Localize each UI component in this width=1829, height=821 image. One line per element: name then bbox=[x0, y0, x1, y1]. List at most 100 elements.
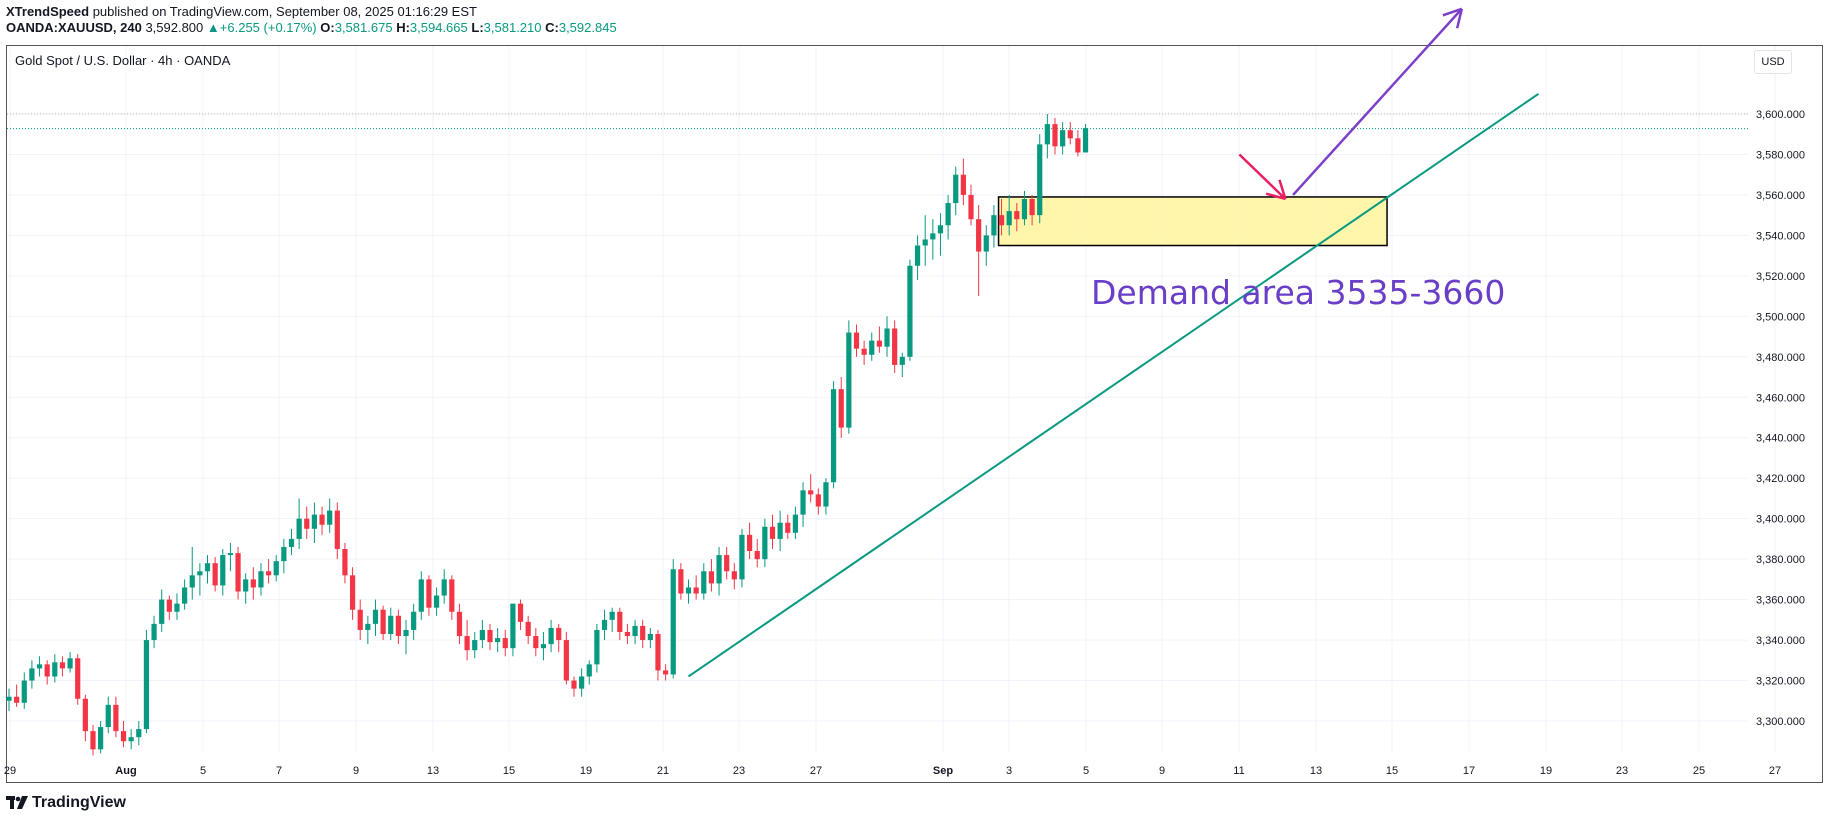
candle-body bbox=[90, 731, 96, 750]
candle-body bbox=[433, 595, 440, 608]
candle-body bbox=[502, 638, 508, 649]
candle-body bbox=[960, 174, 966, 195]
x-tick-label: 23 bbox=[1616, 765, 1628, 777]
candle-body bbox=[403, 629, 409, 637]
candle-body bbox=[273, 561, 279, 576]
candle-body bbox=[701, 571, 707, 594]
up-triangle-icon: ▲ bbox=[206, 20, 220, 35]
candle-body bbox=[182, 587, 188, 604]
ohlc-legend: OANDA:XAUUSD, 240 3,592.800 ▲+6.255 (+0.… bbox=[6, 20, 617, 35]
y-tick-label: 3,420.000 bbox=[1756, 473, 1805, 485]
candle-body bbox=[1014, 211, 1020, 220]
candle-body bbox=[968, 194, 974, 220]
candle-body bbox=[1075, 138, 1081, 153]
x-tick-label: 27 bbox=[810, 765, 822, 777]
up-arrow-head bbox=[1455, 8, 1464, 29]
chart-title: Gold Spot / U.S. Dollar · 4h · OANDA bbox=[15, 53, 231, 68]
candle-body bbox=[884, 328, 890, 347]
open-label: O: bbox=[320, 20, 335, 35]
price-change: +6.255 (+0.17%) bbox=[219, 20, 317, 35]
brand-name: TradingView bbox=[32, 794, 126, 811]
open-value: 3,581.675 bbox=[334, 20, 393, 35]
y-tick-label: 3,480.000 bbox=[1756, 352, 1805, 364]
candle-body bbox=[632, 625, 638, 637]
candle-body bbox=[601, 619, 608, 630]
candle-body bbox=[1082, 128, 1089, 153]
x-tick-label: 7 bbox=[276, 765, 282, 777]
candle-body bbox=[838, 389, 844, 428]
candle-body bbox=[533, 636, 539, 649]
x-axis[interactable]: 29 Aug 5 7 9 13 15 19 21 23 27 Sep 3 5 9 11 13 15 17 19 23 25… bbox=[4, 765, 1781, 777]
candle-body bbox=[342, 549, 348, 576]
candle-body bbox=[830, 389, 837, 483]
y-axis[interactable]: 3,300.000 3,320.000 3,340.000 3,360.000 3,38… bbox=[1756, 109, 1805, 728]
candle-body bbox=[655, 633, 661, 671]
candle-body bbox=[800, 490, 806, 515]
candle-body bbox=[991, 215, 997, 236]
drawings[interactable]: Demand area 3535-3660 bbox=[687, 7, 1540, 678]
candle-body bbox=[151, 623, 157, 641]
up-arrow-head bbox=[1442, 7, 1463, 17]
x-tick-label: 25 bbox=[1693, 765, 1705, 777]
candle-body bbox=[6, 696, 12, 701]
candle-body bbox=[441, 579, 447, 596]
candle-body bbox=[21, 680, 27, 703]
candle-body bbox=[846, 332, 852, 428]
close-label: C: bbox=[545, 20, 559, 35]
candles bbox=[6, 114, 1089, 756]
candle-body bbox=[143, 640, 150, 730]
y-tick-label: 3,400.000 bbox=[1756, 514, 1805, 526]
candle-body bbox=[464, 636, 470, 651]
y-tick-label: 3,380.000 bbox=[1756, 554, 1805, 566]
candle-body bbox=[197, 571, 203, 576]
candle-body bbox=[166, 599, 172, 612]
candle-body bbox=[892, 328, 898, 365]
x-tick-label: 15 bbox=[503, 765, 515, 777]
x-tick-label: 17 bbox=[1463, 765, 1475, 777]
candle-body bbox=[624, 631, 631, 637]
down-arrow bbox=[1238, 153, 1287, 200]
x-tick-label: Aug bbox=[115, 765, 136, 777]
candle-body bbox=[853, 332, 860, 349]
x-tick-label: 19 bbox=[580, 765, 592, 777]
candle-body bbox=[785, 522, 791, 533]
candle-body bbox=[243, 579, 249, 592]
candle-body bbox=[739, 534, 745, 580]
demand-zone[interactable] bbox=[997, 196, 1388, 247]
trendline bbox=[687, 92, 1540, 678]
candle-body bbox=[922, 239, 928, 246]
candle-body bbox=[998, 215, 1005, 226]
publish-info: XTrendSpeed published on TradingView.com… bbox=[6, 4, 477, 19]
low-label: L: bbox=[471, 20, 484, 35]
x-tick-label: 3 bbox=[1006, 765, 1012, 777]
tradingview-logo[interactable]: TradingView bbox=[6, 794, 126, 812]
last-price: 3,592.800 bbox=[145, 20, 204, 35]
candle-body bbox=[36, 664, 43, 669]
candle-body bbox=[204, 563, 211, 572]
candle-body bbox=[563, 640, 569, 681]
currency-button[interactable]: USD bbox=[1754, 50, 1792, 74]
candle-body bbox=[67, 658, 73, 669]
candle-body bbox=[82, 698, 88, 732]
author-name[interactable]: XTrendSpeed bbox=[6, 4, 90, 19]
x-tick-label: 5 bbox=[1083, 765, 1089, 777]
candle-body bbox=[609, 611, 615, 620]
candle-body bbox=[594, 629, 600, 665]
candle-body bbox=[411, 611, 417, 630]
x-tick-label: 23 bbox=[733, 765, 745, 777]
y-tick-label: 3,560.000 bbox=[1756, 190, 1805, 202]
y-tick-label: 3,440.000 bbox=[1756, 433, 1805, 445]
y-tick-label: 3,340.000 bbox=[1756, 635, 1805, 647]
candle-body bbox=[586, 664, 592, 677]
candle-body bbox=[159, 599, 165, 624]
chart-frame bbox=[6, 45, 1823, 783]
candle-body bbox=[1060, 130, 1066, 147]
candle-body bbox=[75, 658, 81, 699]
close-value: 3,592.845 bbox=[558, 20, 617, 35]
candle-body bbox=[716, 555, 722, 584]
grid bbox=[7, 46, 1776, 752]
candle-body bbox=[14, 696, 20, 703]
x-tick-label: 19 bbox=[1540, 765, 1552, 777]
y-tick-label: 3,300.000 bbox=[1756, 716, 1805, 728]
